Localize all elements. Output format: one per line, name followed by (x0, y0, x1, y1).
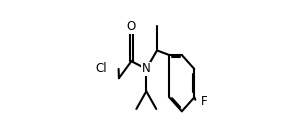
Text: Cl: Cl (95, 62, 106, 75)
Text: O: O (127, 20, 136, 33)
Text: N: N (142, 62, 151, 75)
Text: F: F (201, 95, 207, 108)
